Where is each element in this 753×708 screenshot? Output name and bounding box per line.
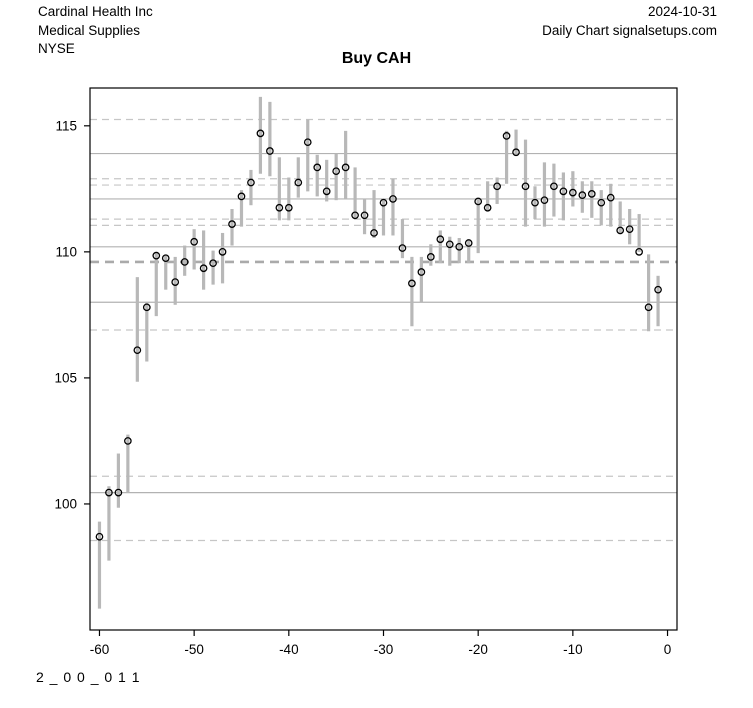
company-name: Cardinal Health Inc (38, 4, 153, 19)
y-axis-tick-label: 110 (55, 244, 77, 259)
close-marker (228, 220, 236, 228)
close-marker (133, 346, 142, 355)
close-marker (180, 258, 189, 266)
close-marker (360, 211, 369, 220)
close-marker (569, 188, 577, 197)
close-marker (455, 242, 464, 251)
close-marker (474, 197, 483, 206)
close-marker (578, 191, 587, 199)
signal-code-annotation: 2 _ 0 0 _ 0 1 1 (36, 669, 141, 685)
close-marker (247, 178, 255, 187)
close-marker (436, 235, 445, 244)
close-marker (493, 182, 501, 191)
y-axis-tick-label: 105 (54, 370, 77, 385)
close-marker (114, 488, 123, 497)
close-marker (199, 264, 208, 273)
y-axis-tick-label: 115 (55, 118, 77, 133)
x-axis-tick-label: -60 (90, 642, 110, 657)
industry-name: Medical Supplies (38, 22, 141, 38)
x-axis-tick-label: -20 (468, 642, 488, 657)
close-marker (502, 132, 511, 140)
close-marker (370, 229, 378, 237)
close-marker (218, 248, 227, 256)
close-marker (266, 147, 274, 155)
close-marker (426, 253, 435, 261)
close-marker (152, 251, 161, 260)
close-marker (313, 163, 322, 172)
close-marker (142, 303, 151, 312)
close-marker (389, 195, 397, 203)
close-marker (256, 129, 265, 138)
x-axis-tick-label: -40 (279, 642, 299, 657)
close-marker (341, 163, 350, 172)
close-marker (550, 182, 558, 191)
x-axis-tick-label: -50 (184, 642, 204, 657)
close-marker (171, 278, 180, 286)
close-marker (398, 244, 407, 252)
close-marker (483, 203, 492, 212)
exchange-name: NYSE (38, 41, 75, 56)
close-marker (190, 237, 198, 246)
close-marker (379, 198, 388, 207)
close-marker (597, 198, 606, 207)
close-marker (540, 196, 549, 205)
close-marker (284, 203, 293, 212)
close-marker (521, 182, 530, 191)
close-marker (275, 203, 284, 212)
close-marker (464, 239, 473, 247)
close-marker (512, 148, 520, 157)
y-axis-tick-label: 100 (54, 496, 77, 511)
close-marker (332, 167, 341, 176)
close-marker (625, 225, 634, 234)
close-marker (105, 488, 113, 497)
x-axis-tick-label: -10 (563, 642, 583, 657)
close-marker (124, 437, 132, 445)
header-right: 2024-10-31 Daily Chart signalsetups.com (542, 3, 717, 40)
close-marker (635, 248, 643, 256)
chart-date: 2024-10-31 (647, 4, 717, 19)
header-left: Cardinal Health Inc Medical Supplies NYS… (38, 3, 153, 59)
x-axis-tick-label: -30 (374, 642, 394, 657)
close-marker (587, 190, 596, 198)
close-marker (95, 532, 104, 541)
close-marker (445, 240, 454, 249)
page-title: Buy CAH (341, 50, 412, 67)
close-marker (644, 303, 653, 312)
close-marker (559, 187, 568, 196)
close-marker (654, 285, 662, 294)
close-marker (531, 198, 539, 207)
close-marker (408, 279, 416, 288)
x-axis-tick-label: 0 (664, 642, 672, 657)
close-marker (322, 187, 331, 196)
close-marker (209, 259, 217, 268)
source-line: Daily Chart signalsetups.com (542, 22, 717, 38)
close-marker (237, 192, 246, 201)
plot-border (89, 87, 678, 631)
close-marker (417, 268, 426, 276)
close-marker (161, 254, 170, 263)
close-marker (351, 211, 359, 220)
close-marker (294, 178, 303, 187)
close-marker (303, 138, 312, 147)
close-marker (616, 226, 625, 235)
close-marker (606, 193, 615, 202)
